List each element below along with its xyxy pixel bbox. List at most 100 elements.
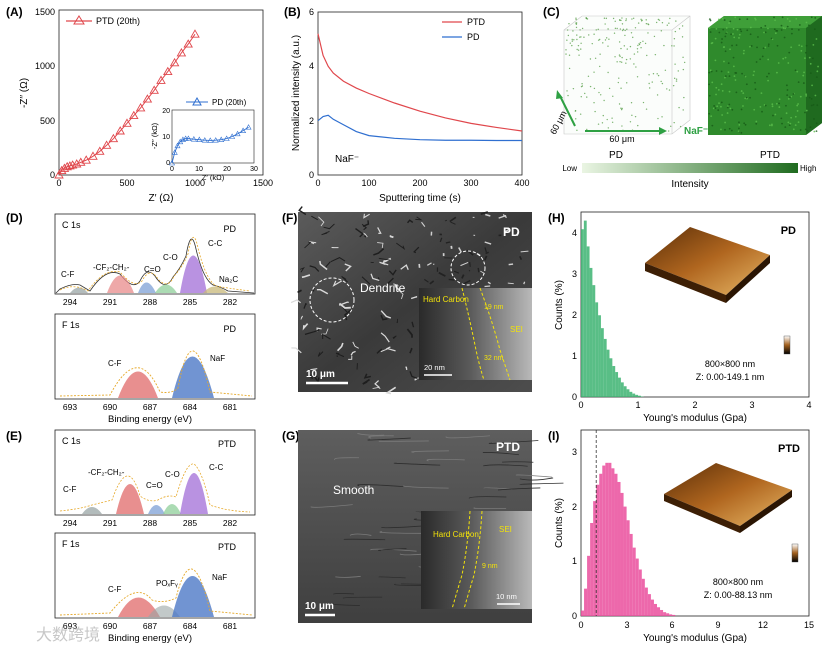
f-sem-flake (409, 371, 418, 380)
c-pd-dot (612, 95, 614, 98)
a-ptd-point (129, 110, 139, 120)
d-c1s-peak-label: C-O (163, 253, 178, 262)
d-f1s-sample: PD (223, 324, 236, 334)
c-pd-dot (678, 28, 681, 30)
g-tem-inset (421, 511, 532, 609)
c-pd-dot (657, 117, 659, 120)
d-xlabel: Binding energy (eV) (108, 414, 192, 425)
c-ptd-dot (780, 117, 783, 120)
c-pd-dot (584, 92, 586, 95)
c-pd-dot (632, 17, 635, 19)
c-ptd-dot (714, 107, 717, 110)
c-pd-dot (673, 38, 676, 40)
c-ptd-dot (785, 112, 788, 115)
e-c1s-xtick: 288 (143, 518, 157, 528)
e-f1s-peak-label: NaF (212, 573, 227, 582)
f-sem-flake (380, 314, 388, 321)
e-c1s-peak-co (163, 504, 181, 514)
g-sem-ridge (402, 485, 449, 489)
c-pd-dot (666, 24, 668, 26)
h-xtick: 2 (692, 400, 697, 410)
f-sample: PD (503, 225, 520, 239)
a-ptd-point (135, 102, 146, 112)
a-ptd-point (108, 133, 119, 143)
h-xlabel: Young's modulus (Gpa) (643, 413, 747, 424)
c-pd-dot (670, 125, 672, 127)
a-ptd-point (163, 66, 173, 76)
c-ptd-dot (743, 122, 746, 125)
f-sem-flake (307, 375, 318, 380)
i-afm-surface (664, 463, 792, 526)
c-ptd-dot (804, 128, 807, 131)
c-ptd-dot (723, 19, 726, 21)
c-ptd-dot (729, 20, 732, 23)
c-ptd-dot (750, 45, 753, 47)
c-ptd-dot (812, 103, 815, 106)
panel-e-label: (E) (6, 429, 22, 443)
b-line-ptd (317, 33, 523, 132)
d-c1s-xtick: 291 (103, 297, 117, 307)
i-xtick: 9 (715, 620, 720, 630)
h-sample: PD (781, 225, 796, 237)
b-xtick: 100 (361, 178, 376, 188)
i-bar (663, 612, 667, 616)
f-sem-flake (388, 269, 397, 276)
c-pd-dot (599, 65, 601, 68)
panel-d-label: (D) (6, 211, 23, 225)
i-bar (626, 520, 630, 616)
c-ptd-dot (789, 122, 792, 125)
d-c1s-peak-label: C-F (61, 270, 74, 279)
panel-b-label: (B) (284, 5, 301, 19)
a-inset-xtick: 0 (170, 166, 174, 173)
c-ptd-dot (755, 120, 758, 123)
c-ptd-dot (797, 103, 799, 105)
h-bar (586, 246, 590, 397)
c-ptd-dot (708, 83, 711, 86)
c-ptd-dot (798, 44, 801, 47)
f-sem-flake (415, 216, 423, 221)
e-f1s-sample: PTD (218, 542, 237, 552)
c-ptd-dot (790, 116, 793, 119)
f-sem-flake (304, 329, 320, 335)
d-f1s-peak-cf (118, 371, 158, 398)
c-ptd-dot (760, 92, 763, 95)
c-ptd-dot (709, 19, 712, 22)
c-pd-dot (648, 82, 650, 85)
c-ptd-dot (776, 71, 778, 74)
c-pd-dot (606, 118, 608, 121)
c-ptd-dot (763, 31, 765, 34)
a-inset-pd-point (201, 137, 208, 143)
f-sem-flake (298, 206, 307, 216)
c-scale-title: Intensity (671, 179, 708, 190)
c-ptd-dot (715, 86, 718, 89)
c-ptd-dot (712, 107, 715, 110)
c-pd-dot (620, 61, 623, 63)
c-pd-dot (640, 20, 643, 22)
e-c1s-xtick: 291 (103, 518, 117, 528)
c-ptd-dot (804, 57, 806, 60)
d-f1s-frame (54, 313, 256, 400)
a-inset-xtick: 10 (195, 166, 203, 173)
c-ptd-dot (767, 58, 770, 61)
c-ptd-dot (734, 72, 737, 74)
c-pd-dot (657, 74, 660, 77)
c-axis-arrow-y (559, 95, 576, 127)
panel-i-label: (I) (548, 429, 559, 443)
f-sem-flake (379, 261, 389, 266)
a-inset-legend-marker (192, 96, 202, 106)
f-sem-flake (299, 266, 305, 273)
a-inset-ytick: 0 (166, 160, 170, 167)
h-afm-z: Z: 0.00-149.1 nm (696, 372, 765, 382)
c-ptd-dot (808, 56, 811, 59)
i-bar (641, 578, 645, 616)
c-ptd-dot (740, 108, 743, 111)
a-ptd-point (115, 126, 125, 135)
c-pd-dot (575, 17, 577, 19)
c-pd-dot (667, 130, 670, 132)
c-ptd-dot (711, 81, 714, 84)
c-ptd-dot (732, 27, 735, 30)
i-histogram (581, 462, 676, 616)
pd-3d-map (563, 15, 691, 135)
c-pd-dot (575, 18, 577, 21)
